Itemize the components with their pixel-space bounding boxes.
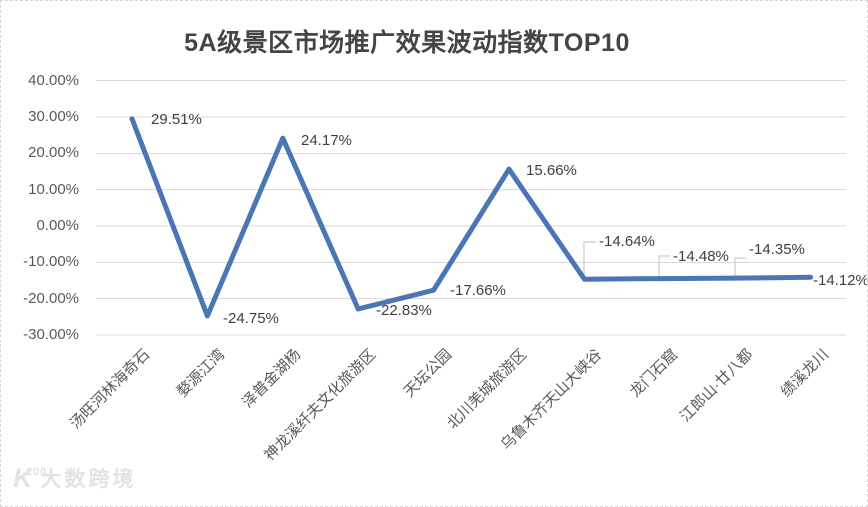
y-tick-label: 0.00% (36, 217, 79, 234)
data-label: -14.35% (749, 241, 805, 258)
y-tick-label: 10.00% (28, 180, 79, 198)
data-label: -17.66% (450, 282, 506, 299)
y-tick-label: -30.00% (23, 325, 79, 343)
series-line (129, 116, 814, 319)
chart-title: 5A级景区市场推广效果波动指数TOP10 (184, 29, 630, 57)
data-label: -24.75% (223, 310, 279, 327)
y-tick-label: 40.00% (28, 71, 79, 89)
callout-leader-line (658, 255, 670, 278)
watermark: K 100 大数跨境 (13, 465, 137, 492)
data-label: 24.17% (301, 132, 352, 149)
y-tick-label: -10.00% (23, 253, 79, 271)
watermark-text: 大数跨境 (40, 468, 137, 491)
data-label: 15.66% (526, 162, 577, 179)
data-label: -14.64% (599, 233, 655, 250)
y-tick-label: 30.00% (28, 108, 79, 125)
data-label: 29.51% (151, 111, 202, 128)
data-label: -22.83% (376, 302, 432, 319)
data-label: -14.12% (813, 272, 868, 289)
k100-logo-icon: K 100 (13, 463, 48, 493)
callout-leader-line (734, 257, 746, 278)
y-tick-label: -20.00% (23, 289, 79, 307)
callout-leader-line (583, 241, 596, 277)
data-label: -14.48% (673, 248, 729, 265)
y-tick-label: 20.00% (28, 144, 79, 162)
